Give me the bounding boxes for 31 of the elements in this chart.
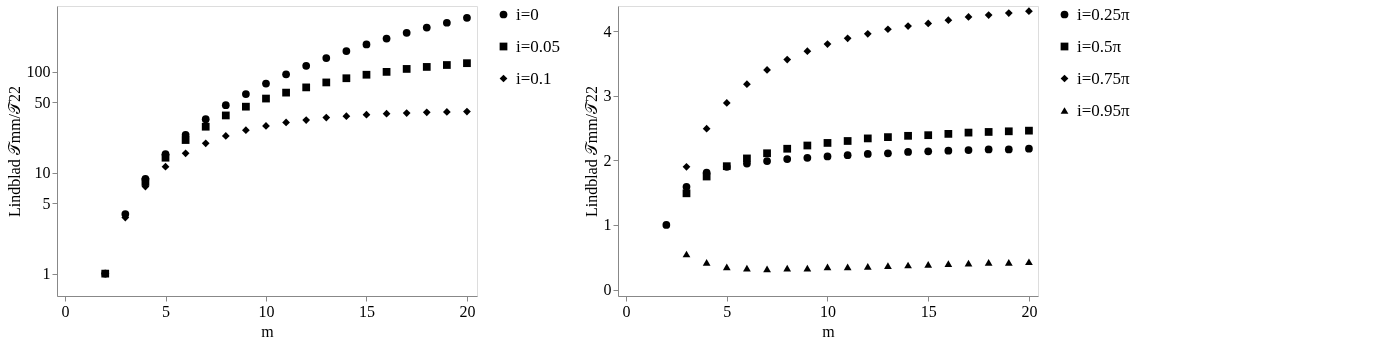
y-tick-label: 4: [603, 22, 612, 40]
x-tick-label: 10: [820, 302, 836, 320]
y-axis-title: Lindblad 𝒯mm/𝒯22: [582, 85, 600, 218]
x-tick-label: 5: [723, 302, 732, 320]
x-tick-label: 20: [459, 302, 476, 320]
y-tick-label: 0: [603, 281, 612, 299]
y-tick-label: 1: [42, 265, 51, 283]
legend-label: i=0.1: [516, 68, 552, 88]
y-axis-title: Lindblad 𝒯mm/𝒯22: [5, 85, 23, 218]
legend-label: i=0.95π: [1077, 100, 1131, 120]
x-tick-label: 15: [920, 302, 937, 320]
y-tick-label: 50: [34, 93, 51, 111]
x-axis-title: m: [261, 322, 275, 340]
x-tick-label: 5: [162, 302, 171, 320]
x-tick-label: 0: [622, 302, 631, 320]
y-tick-label: 1: [603, 216, 612, 234]
y-tick-label: 3: [603, 87, 612, 105]
x-axis-title: m: [822, 322, 836, 340]
y-tick-label: 2: [603, 151, 612, 169]
x-tick-label: 0: [61, 302, 70, 320]
legend-label: i=0.25π: [1077, 4, 1131, 24]
y-tick-label: 5: [42, 194, 51, 212]
legend-label: i=0.05: [516, 36, 561, 56]
x-tick-label: 15: [358, 302, 375, 320]
y-tick-label: 100: [26, 63, 51, 81]
x-tick-label: 20: [1021, 302, 1038, 320]
legend-label: i=0.75π: [1077, 68, 1131, 88]
legend-label: i=0.5π: [1077, 36, 1122, 56]
legend-label: i=0: [516, 4, 539, 24]
x-tick-label: 10: [258, 302, 275, 320]
y-tick-label: 10: [34, 164, 51, 182]
